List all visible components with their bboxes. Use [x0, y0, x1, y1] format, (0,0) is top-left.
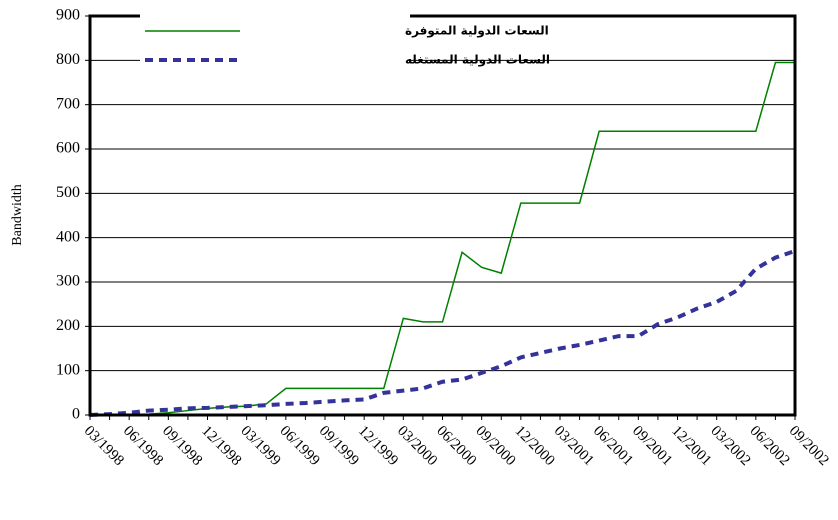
- y-tick-label: 700: [56, 95, 80, 112]
- x-tick-label: 06/2002: [747, 423, 793, 469]
- legend-label: السعات الدولية المستغله: [405, 53, 550, 68]
- x-tick-label: 06/2000: [433, 423, 479, 469]
- y-tick-label: 900: [56, 7, 80, 24]
- x-tick-label: 06/1999: [277, 423, 323, 469]
- x-tick-label: 12/2001: [668, 423, 714, 469]
- x-tick-label: 09/2001: [629, 423, 675, 469]
- x-tick-label: 12/1999: [355, 423, 401, 469]
- x-tick-label: 09/2002: [786, 423, 832, 469]
- x-tick-label: 09/1998: [159, 423, 205, 469]
- x-tick-label: 03/2002: [707, 423, 753, 469]
- y-tick-label: 500: [56, 184, 80, 201]
- y-tick-label: 100: [56, 361, 80, 378]
- x-tick-label: 03/2000: [394, 423, 440, 469]
- y-tick-label: 400: [56, 228, 80, 245]
- y-axis-label: Bandwidth: [10, 184, 25, 245]
- plot-border: [88, 14, 797, 417]
- x-tick-label: 06/2001: [590, 423, 636, 469]
- y-tick-label: 200: [56, 317, 80, 334]
- x-tick-label: 09/2000: [472, 423, 518, 469]
- x-tick-label: 03/1999: [237, 423, 283, 469]
- legend: [140, 14, 410, 74]
- y-tick-label: 300: [56, 273, 80, 290]
- x-tick-label: 03/1998: [81, 423, 127, 469]
- x-tick-label: 12/1998: [198, 423, 244, 469]
- plot-area: [90, 16, 795, 415]
- y-tick-label: 0: [72, 406, 80, 423]
- legend-label: السعات الدولية المتوفرة: [405, 24, 549, 39]
- y-tick-label: 600: [56, 140, 80, 157]
- x-tick-label: 03/2001: [551, 423, 597, 469]
- x-tick-label: 09/1999: [316, 423, 362, 469]
- series-line: [89, 249, 796, 417]
- x-tick-label: 12/2000: [512, 423, 558, 469]
- y-tick-label: 800: [56, 51, 80, 68]
- x-tick-label: 06/1998: [120, 423, 166, 469]
